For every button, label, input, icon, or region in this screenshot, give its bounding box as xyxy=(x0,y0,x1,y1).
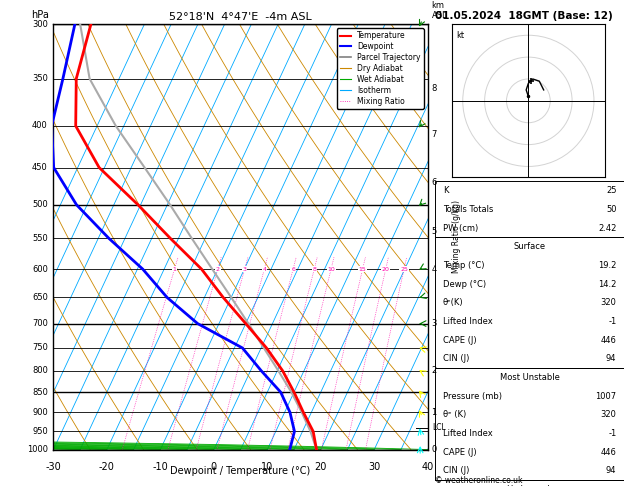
Text: 2: 2 xyxy=(431,366,437,375)
Legend: Temperature, Dewpoint, Parcel Trajectory, Dry Adiabat, Wet Adiabat, Isotherm, Mi: Temperature, Dewpoint, Parcel Trajectory… xyxy=(337,28,424,109)
Text: 300: 300 xyxy=(32,20,48,29)
Text: 1000: 1000 xyxy=(27,445,48,454)
Text: 30: 30 xyxy=(368,462,381,472)
Text: 1: 1 xyxy=(431,408,437,417)
Text: 4: 4 xyxy=(262,267,266,272)
Text: 1007: 1007 xyxy=(595,392,616,400)
Bar xyxy=(435,480,624,486)
Text: LCL: LCL xyxy=(432,423,445,432)
Text: -1: -1 xyxy=(608,429,616,438)
Text: Mixing Ratio (g/kg): Mixing Ratio (g/kg) xyxy=(452,200,461,274)
Text: 5: 5 xyxy=(431,227,437,236)
Text: Dewp (°C): Dewp (°C) xyxy=(443,279,486,289)
Text: 6: 6 xyxy=(291,267,295,272)
Text: Most Unstable: Most Unstable xyxy=(499,373,560,382)
Text: 350: 350 xyxy=(32,74,48,83)
Text: 20: 20 xyxy=(382,267,389,272)
Text: 4: 4 xyxy=(431,264,437,274)
Text: 320: 320 xyxy=(601,410,616,419)
Text: 600: 600 xyxy=(32,264,48,274)
Text: 446: 446 xyxy=(601,336,616,345)
Text: K: K xyxy=(443,186,448,195)
Text: 94: 94 xyxy=(606,467,616,475)
Text: 40: 40 xyxy=(421,462,434,472)
Text: 14.2: 14.2 xyxy=(598,279,616,289)
Text: 900: 900 xyxy=(32,408,48,417)
Text: 0: 0 xyxy=(431,445,437,454)
Text: -30: -30 xyxy=(45,462,62,472)
Bar xyxy=(435,368,624,480)
Text: 20: 20 xyxy=(314,462,327,472)
Text: 01.05.2024  18GMT (Base: 12): 01.05.2024 18GMT (Base: 12) xyxy=(435,11,613,21)
Text: 8: 8 xyxy=(312,267,316,272)
Text: 6: 6 xyxy=(431,178,437,188)
Text: kt: kt xyxy=(456,31,464,40)
Text: Totals Totals: Totals Totals xyxy=(443,205,493,214)
Text: 19.2: 19.2 xyxy=(598,261,616,270)
Text: 2.42: 2.42 xyxy=(598,224,616,232)
Text: 650: 650 xyxy=(32,293,48,302)
Text: 10: 10 xyxy=(327,267,335,272)
Text: 3: 3 xyxy=(431,319,437,328)
Text: 0: 0 xyxy=(211,462,217,472)
Text: 700: 700 xyxy=(32,319,48,328)
X-axis label: Dewpoint / Temperature (°C): Dewpoint / Temperature (°C) xyxy=(170,466,311,476)
Text: CAPE (J): CAPE (J) xyxy=(443,448,476,457)
Text: Lifted Index: Lifted Index xyxy=(443,429,493,438)
Text: Surface: Surface xyxy=(513,242,546,251)
Text: 800: 800 xyxy=(32,366,48,375)
Text: 3: 3 xyxy=(243,267,247,272)
Text: -1: -1 xyxy=(608,317,616,326)
Text: Temp (°C): Temp (°C) xyxy=(443,261,484,270)
Title: 52°18'N  4°47'E  -4m ASL: 52°18'N 4°47'E -4m ASL xyxy=(169,12,312,22)
Bar xyxy=(435,181,624,237)
Text: 1: 1 xyxy=(172,267,177,272)
Text: 446: 446 xyxy=(601,448,616,457)
Text: -20: -20 xyxy=(99,462,115,472)
Text: 25: 25 xyxy=(400,267,408,272)
Text: 950: 950 xyxy=(32,427,48,436)
Text: θᵉ(K): θᵉ(K) xyxy=(443,298,464,307)
Text: CIN (J): CIN (J) xyxy=(443,354,469,364)
Text: CAPE (J): CAPE (J) xyxy=(443,336,476,345)
Text: CIN (J): CIN (J) xyxy=(443,467,469,475)
Text: 320: 320 xyxy=(601,298,616,307)
Text: Pressure (mb): Pressure (mb) xyxy=(443,392,502,400)
Text: km
ASL: km ASL xyxy=(431,0,447,20)
Text: -10: -10 xyxy=(152,462,169,472)
Text: Lifted Index: Lifted Index xyxy=(443,317,493,326)
Text: 8: 8 xyxy=(431,84,437,93)
Text: 10: 10 xyxy=(261,462,274,472)
Text: θᵉ (K): θᵉ (K) xyxy=(443,410,466,419)
Text: 50: 50 xyxy=(606,205,616,214)
Text: 450: 450 xyxy=(32,163,48,172)
Text: 850: 850 xyxy=(32,388,48,397)
Text: PW (cm): PW (cm) xyxy=(443,224,478,232)
Text: 400: 400 xyxy=(32,122,48,130)
Text: 2: 2 xyxy=(216,267,220,272)
Bar xyxy=(435,237,624,368)
Text: © weatheronline.co.uk: © weatheronline.co.uk xyxy=(435,476,523,485)
Text: 7: 7 xyxy=(431,130,437,139)
Text: 500: 500 xyxy=(32,200,48,209)
Text: 550: 550 xyxy=(32,234,48,243)
Text: 25: 25 xyxy=(606,186,616,195)
Text: 750: 750 xyxy=(32,344,48,352)
Text: Hodograph: Hodograph xyxy=(506,485,553,486)
Text: 94: 94 xyxy=(606,354,616,364)
Text: hPa: hPa xyxy=(31,10,49,20)
Text: 15: 15 xyxy=(359,267,367,272)
